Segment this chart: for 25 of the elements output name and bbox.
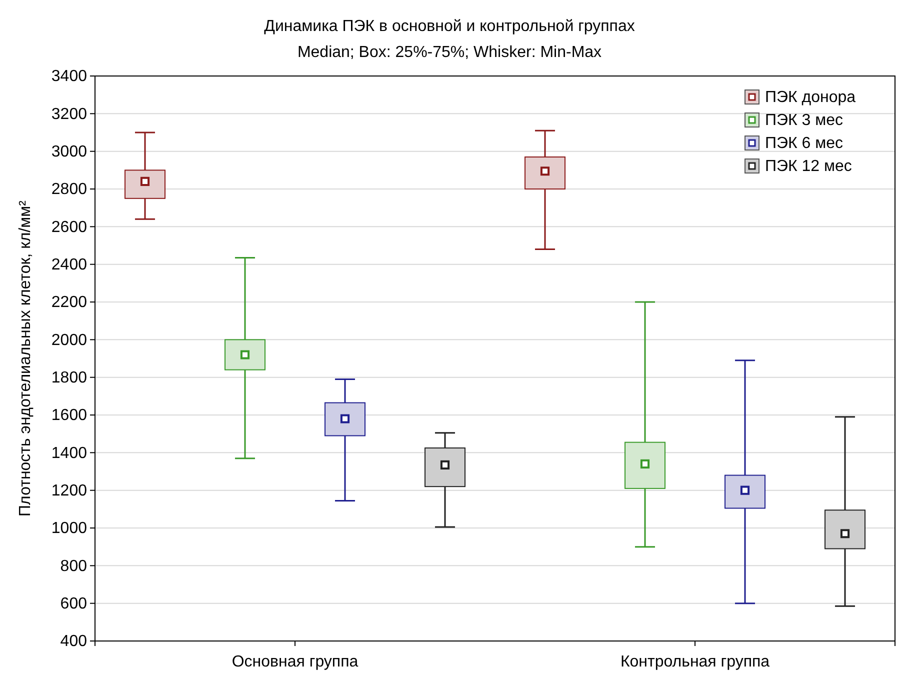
y-tick-label: 2800: [51, 181, 88, 198]
x-tick-label: Контрольная группа: [620, 654, 770, 671]
y-tick-label: 1800: [51, 369, 88, 386]
y-tick-label: 600: [60, 595, 88, 612]
y-tick-label: 3200: [51, 106, 88, 123]
chart-title: Динамика ПЭК в основной и контрольной группах: [264, 18, 635, 35]
y-tick-label: 2400: [51, 256, 88, 274]
legend-label: ПЭК 3 мес: [765, 112, 844, 129]
y-tick-label: 3000: [51, 143, 88, 160]
y-tick-label: 3400: [51, 68, 88, 86]
legend-label: ПЭК донора: [765, 89, 856, 106]
y-tick-label: 1400: [51, 444, 88, 462]
y-tick-label: 2600: [51, 218, 88, 236]
y-axis-title: Плотность эндотелиальных клеток, кл/мм²: [17, 200, 34, 516]
chart-subtitle: Median; Box: 25%-75%; Whisker: Min-Max: [297, 44, 602, 61]
y-tick-label: 2200: [51, 294, 88, 312]
y-tick-label: 400: [60, 633, 88, 650]
y-tick-label: 2000: [51, 332, 88, 349]
y-tick-label: 800: [60, 558, 88, 575]
x-tick-label: Основная группа: [232, 654, 358, 671]
legend-label: ПЭК 12 мес: [765, 158, 852, 175]
y-tick-label: 1000: [51, 520, 88, 538]
legend-label: ПЭК 6 мес: [765, 135, 844, 152]
y-tick-label: 1200: [51, 482, 88, 500]
y-tick-label: 1600: [51, 407, 88, 424]
